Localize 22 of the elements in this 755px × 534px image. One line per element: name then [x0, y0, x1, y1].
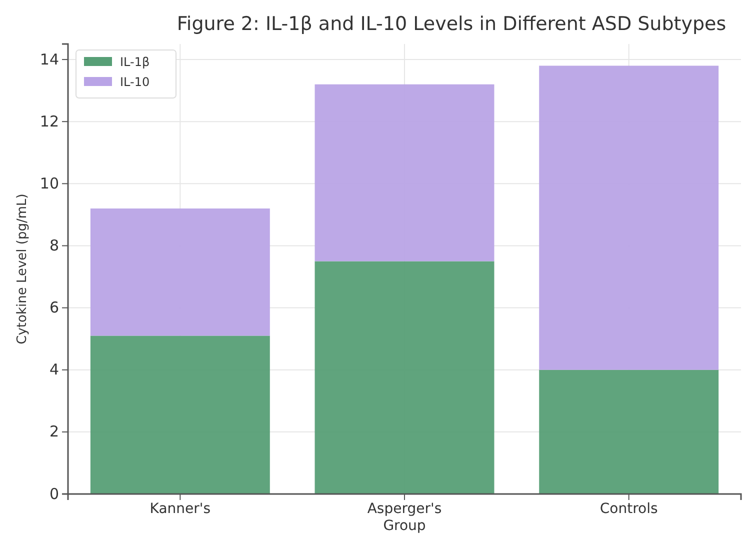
bar [314, 84, 494, 262]
bar [90, 208, 270, 336]
y-tick-label: 14 [40, 50, 59, 68]
x-tick-label: Kanner's [150, 500, 211, 517]
bar [90, 336, 270, 494]
x-tick-label: Controls [600, 500, 658, 517]
y-tick-label: 6 [49, 298, 59, 317]
bar [314, 261, 494, 494]
y-tick-label: 12 [40, 112, 59, 130]
y-tick-label: 2 [49, 422, 59, 441]
x-tick-label: Asperger's [367, 500, 442, 517]
y-tick-label: 4 [49, 360, 59, 379]
x-axis-title: Group [383, 518, 426, 534]
legend-label: IL-10 [120, 75, 150, 89]
bar [539, 66, 719, 370]
y-axis-title: Cytokine Level (pg/mL) [15, 194, 30, 344]
chart-title: Figure 2: IL-1β and IL-10 Levels in Different ASD Subtypes [176, 13, 726, 35]
y-tick-label: 8 [49, 236, 59, 255]
legend-label: IL-1β [120, 55, 150, 69]
y-tick-label: 0 [49, 484, 59, 503]
y-tick-label: 10 [40, 174, 59, 192]
bar [539, 370, 719, 494]
